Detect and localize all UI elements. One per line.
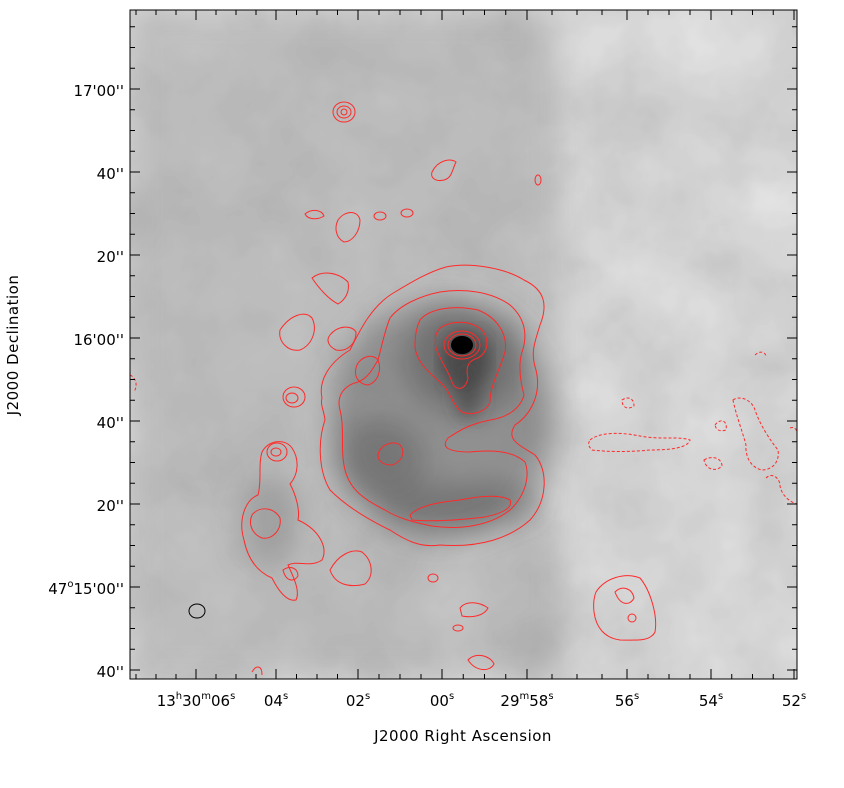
contour-blob-j2: [285, 392, 299, 404]
contour-hole: [377, 442, 404, 466]
contour-blob-k: [329, 550, 372, 587]
contour-level-4: [434, 321, 488, 389]
contour-left-inner-4: [282, 567, 299, 581]
contour-blob-l: [427, 573, 439, 583]
contour-level-3: [414, 307, 507, 415]
x-tick-label: 04s: [264, 691, 288, 710]
y-tick-label: 20'': [97, 248, 124, 266]
contour-knot: [355, 355, 381, 386]
tick-marks: [130, 10, 797, 679]
y-tick-label: 47o15'00'': [48, 579, 124, 598]
contour-core-2: [447, 333, 477, 357]
y-axis-title: J2000 Declination: [4, 275, 22, 417]
y-tick-label: 40'': [97, 165, 124, 183]
contour-blob-i: [327, 326, 357, 351]
contour-right-blob: [593, 575, 657, 641]
contour-blob-h: [279, 313, 315, 351]
y-tick-label: 40'': [97, 414, 124, 432]
contour-blob-g: [311, 272, 349, 305]
x-tick-label: 29m58s: [500, 691, 553, 710]
x-tick-label: 52s: [782, 691, 806, 710]
y-tick-label: 20'': [97, 497, 124, 515]
dashed-contours: [130, 351, 797, 505]
contour-blob-o: [467, 654, 495, 670]
contour-left-inner-2: [270, 447, 282, 457]
contour-right-blob-inner-2: [627, 613, 637, 623]
contour-blob-p: [251, 666, 263, 676]
contour-level-2: [338, 290, 528, 528]
contour-left-inner-3: [249, 508, 281, 539]
y-tick-label: 40'': [97, 663, 124, 681]
beam-ellipse-icon: [188, 603, 206, 619]
x-tick-label: 54s: [699, 691, 723, 710]
contour-blob-f: [534, 174, 542, 186]
contour-right-blob-inner: [614, 587, 635, 604]
x-tick-labels: 13h30m06s 04s 02s 00s 29m58s 56s 54s 52s: [157, 691, 806, 710]
contour-core-1: [443, 330, 481, 360]
contour-blob-b: [304, 209, 325, 220]
x-tick-label: 13h30m06s: [157, 691, 236, 710]
y-tick-labels: 17'00'' 40'' 20'' 16'00'' 40'' 20'' 47o1…: [48, 82, 124, 681]
x-tick-label: 02s: [346, 691, 370, 710]
contour-top-blob-1: [332, 101, 356, 123]
contour-blob-j: [282, 386, 306, 408]
contour-outer: [319, 264, 545, 547]
galaxy-nucleus: [451, 336, 473, 354]
contour-top-blob-2: [336, 105, 352, 119]
contour-left-complex: [241, 441, 325, 601]
y-tick-label: 17'00'': [73, 82, 124, 100]
contour-overlay: [130, 101, 797, 676]
degree-marker: o: [67, 579, 73, 590]
x-tick-label: 00s: [430, 691, 454, 710]
x-axis-title: J2000 Right Ascension: [373, 727, 552, 745]
contour-blob-c: [335, 212, 361, 243]
contour-blob-m: [459, 602, 489, 618]
contour-blob-e: [400, 208, 414, 218]
contour-blob-d: [373, 211, 387, 221]
y-tick-label: 16'00'': [73, 331, 124, 349]
contour-arc: [409, 495, 512, 522]
contour-blob-a: [431, 159, 457, 181]
contour-left-inner-1: [266, 442, 288, 462]
x-tick-label: 56s: [615, 691, 639, 710]
sky-image: [130, 10, 797, 679]
contour-top-blob-3: [340, 108, 348, 116]
contour-blob-n: [452, 624, 464, 632]
